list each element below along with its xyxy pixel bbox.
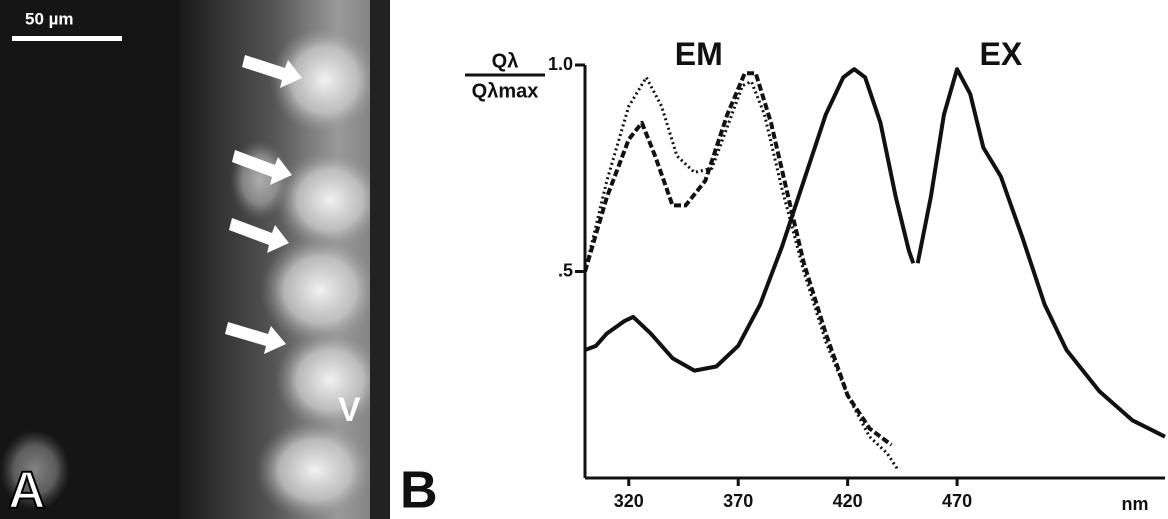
micrograph [0, 0, 390, 519]
panel-label: A [8, 462, 46, 519]
spectrum-line [915, 67, 1166, 439]
scale-bar-label: 50 µm [25, 9, 74, 28]
panel-label: B [400, 462, 438, 519]
annotation: EM [675, 36, 723, 72]
x-tick-label: 370 [723, 491, 753, 511]
x-tick-label: 420 [833, 491, 863, 511]
spectrum-line [584, 67, 916, 373]
x-tick-label: 320 [614, 491, 644, 511]
y-axis-label: Qλ [492, 50, 519, 72]
x-axis-label: nm [1122, 494, 1149, 514]
annotation: EX [980, 36, 1023, 72]
x-tick-label: 470 [942, 491, 972, 511]
y-axis-label: Qλmax [472, 80, 539, 102]
y-tick-label: .5 [558, 260, 573, 280]
y-tick-label: 1.0 [548, 54, 573, 74]
vessel-marker: V [338, 391, 361, 429]
spectrum-line [583, 71, 893, 447]
